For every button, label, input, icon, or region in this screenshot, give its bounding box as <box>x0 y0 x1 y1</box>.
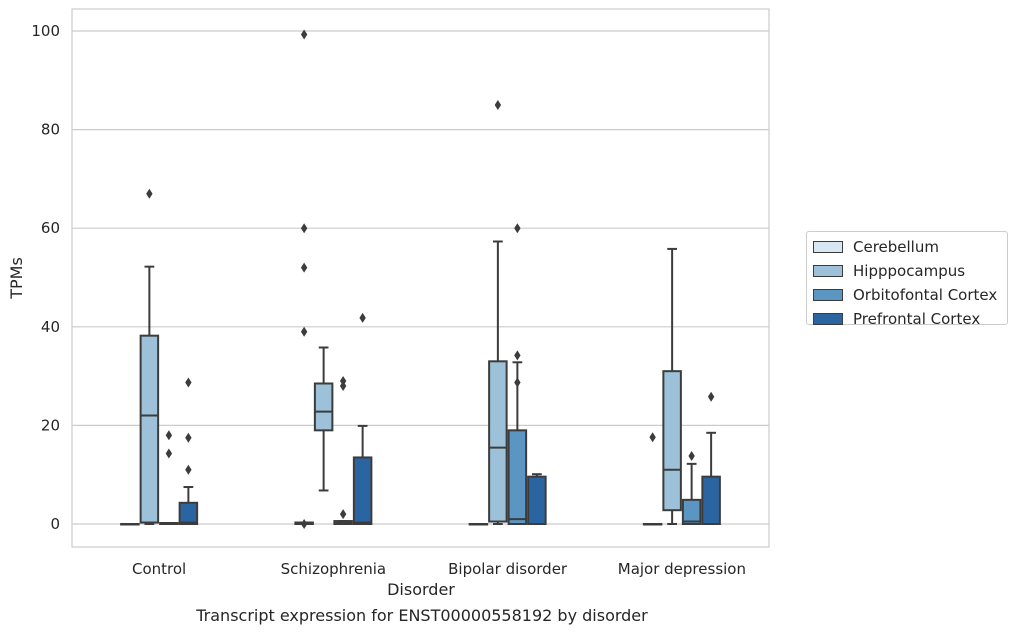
outlier-point <box>300 223 308 234</box>
box <box>352 312 373 526</box>
outlier-point <box>707 391 715 402</box>
box <box>333 376 353 525</box>
legend-label: Hipppocampus <box>853 262 966 280</box>
x-tick-label: Control <box>132 560 186 578</box>
outlier-point <box>649 432 656 443</box>
box <box>701 391 721 525</box>
box <box>139 188 160 525</box>
x-axis-label: Disorder <box>387 580 455 599</box>
box <box>159 430 179 525</box>
box-body <box>681 498 702 525</box>
y-tick-label: 20 <box>41 416 60 434</box>
outlier-point <box>165 430 173 441</box>
box-series <box>120 29 721 529</box>
outlier-point <box>185 432 192 443</box>
box <box>488 99 508 525</box>
legend-swatch <box>813 313 843 325</box>
legend-item: Orbitofontal Cortex <box>813 283 1007 307</box>
box <box>468 523 489 526</box>
y-tick-label: 100 <box>31 22 60 40</box>
box-body <box>488 360 508 523</box>
y-axis-label: TPMs <box>7 257 26 300</box>
legend-swatch <box>813 289 843 301</box>
outlier-point <box>185 464 192 475</box>
legend-label: Prefrontal Cortex <box>853 310 981 328</box>
outlier-point <box>300 29 308 40</box>
outlier-point <box>339 380 347 391</box>
series-orbitofontal-cortex <box>159 223 702 525</box>
plot-frame <box>71 8 770 548</box>
box-body <box>507 429 528 525</box>
outlier-point <box>339 509 347 520</box>
x-tick-label: Major depression <box>618 560 746 578</box>
series-hipppocampus <box>139 99 682 525</box>
legend: Cerebellum Hipppocampus Orbitofontal Corte… <box>806 231 1008 328</box>
box <box>681 450 702 525</box>
box-body <box>527 475 547 525</box>
outlier-point <box>300 262 308 273</box>
outlier-point <box>300 326 308 337</box>
legend-item: Hipppocampus <box>813 259 1007 283</box>
box <box>120 523 140 526</box>
outlier-point <box>185 377 192 388</box>
series-prefrontal-cortex <box>178 312 721 526</box>
figure-caption: Transcript expression for ENST0000055819… <box>196 606 648 625</box>
y-tick-label: 80 <box>41 121 60 139</box>
legend-item: Cerebellum <box>813 235 1007 259</box>
y-tick-label: 60 <box>41 219 60 237</box>
legend-label: Orbitofontal Cortex <box>853 286 998 304</box>
box-body <box>313 382 334 432</box>
outlier-point <box>688 450 695 461</box>
outlier-point <box>494 99 502 110</box>
box-body <box>352 456 373 526</box>
box-body <box>139 334 160 524</box>
legend-swatch <box>813 265 843 277</box>
box <box>178 377 199 525</box>
box <box>313 346 334 492</box>
x-axis-ticks: Control Schizophrenia Bipolar disorder Majo… <box>132 560 746 578</box>
box <box>527 473 547 525</box>
box <box>662 247 682 525</box>
box-body <box>701 475 721 525</box>
series-cerebellum <box>120 29 663 529</box>
outlier-point <box>146 188 153 199</box>
box-body <box>662 370 682 512</box>
legend-label: Cerebellum <box>853 238 939 256</box>
y-axis-ticks: 0 20 40 60 80 100 <box>31 22 60 533</box>
legend-item: Prefrontal Cortex <box>813 307 1007 331</box>
x-tick-label: Bipolar disorder <box>448 560 568 578</box>
outlier-point <box>165 448 173 459</box>
box-body <box>178 501 199 525</box>
outlier-point <box>359 312 366 323</box>
x-tick-label: Schizophrenia <box>281 560 386 578</box>
outlier-point <box>300 519 308 529</box>
y-tick-label: 40 <box>41 318 60 336</box>
legend-swatch <box>813 241 843 253</box>
y-tick-label: 0 <box>50 515 60 533</box>
outlier-point <box>514 377 521 388</box>
box <box>294 29 314 529</box>
box <box>642 432 663 526</box>
outlier-point <box>514 223 521 234</box>
outlier-point <box>514 350 521 361</box>
box <box>507 223 528 525</box>
